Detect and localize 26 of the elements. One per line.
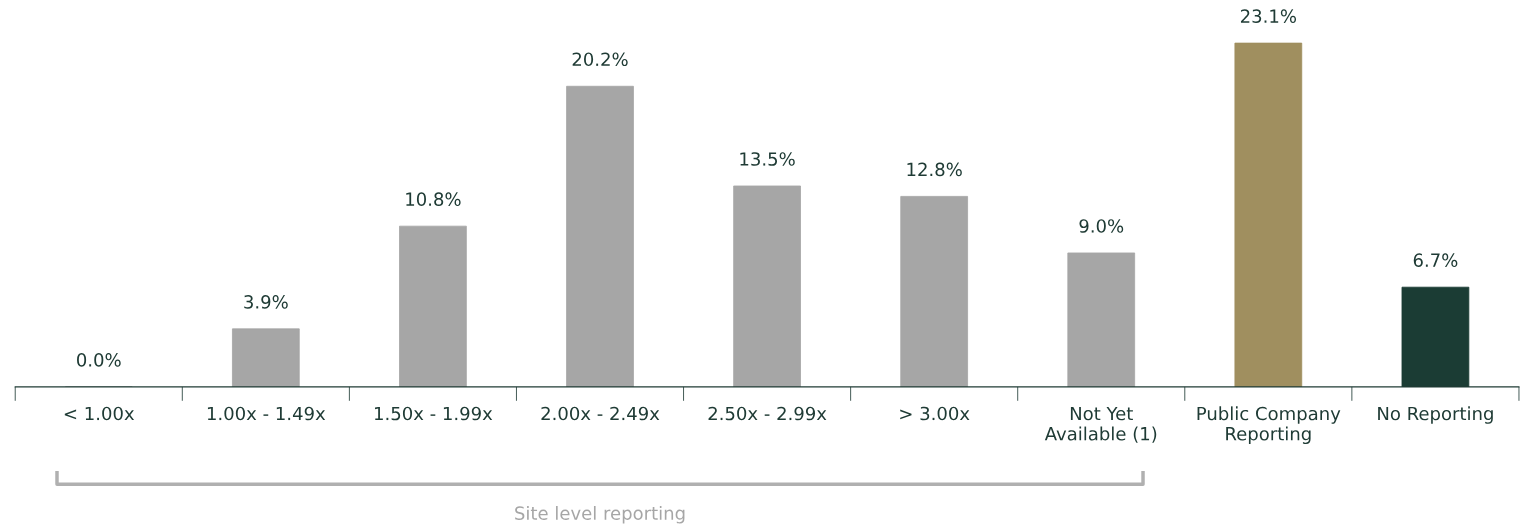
text: Site level reporting: [515, 506, 685, 524]
bar: [1234, 42, 1303, 387]
data-label: 13.5%: [740, 152, 795, 166]
data-label: 3.9%: [244, 295, 288, 309]
data-label: 12.8%: [907, 162, 962, 177]
data-label: 0.0%: [77, 353, 121, 367]
x-tick-label: < 1.00x: [64, 406, 135, 421]
data-label: 23.1%: [1240, 9, 1297, 23]
data-label: 6.7%: [1413, 253, 1458, 268]
x-tick-label: No Reporting: [1378, 406, 1493, 424]
x-tick-label: 2.50x - 2.99x: [708, 406, 827, 421]
x-tick-label: 2.00x - 2.49x: [541, 406, 660, 421]
data-label: 10.8%: [406, 192, 461, 206]
bar: [399, 225, 467, 387]
data-label: 20.2%: [572, 52, 628, 67]
x-tick-label: 1.00x - 1.49x: [207, 406, 326, 421]
bar: [1067, 252, 1136, 387]
x-tick-label: Not Yet Available (1): [1044, 406, 1157, 443]
data-label: 9.0%: [1079, 219, 1124, 233]
x-tick-label: 1.50x - 1.99x: [375, 406, 493, 421]
bar: [566, 85, 634, 387]
x-tick-label: Public Company Reporting: [1197, 406, 1341, 445]
bar: [900, 195, 969, 387]
bar: [232, 328, 300, 387]
x-tick-label: > 3.00x: [900, 406, 970, 421]
bar: [733, 185, 801, 387]
